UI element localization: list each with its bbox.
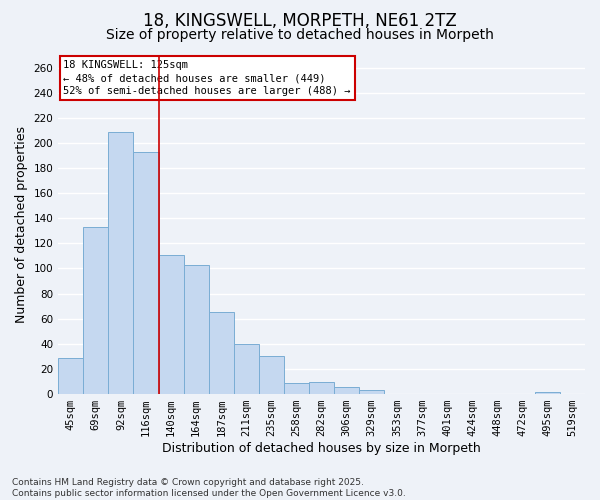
Bar [58, 358, 83, 394]
Bar [284, 383, 309, 394]
Text: Size of property relative to detached houses in Morpeth: Size of property relative to detached ho… [106, 28, 494, 42]
Bar [184, 264, 209, 394]
Bar [133, 152, 158, 394]
Text: 18 KINGSWELL: 125sqm
← 48% of detached houses are smaller (449)
52% of semi-deta: 18 KINGSWELL: 125sqm ← 48% of detached h… [64, 60, 351, 96]
Bar [83, 227, 109, 394]
Bar [109, 132, 133, 394]
Text: 18, KINGSWELL, MORPETH, NE61 2TZ: 18, KINGSWELL, MORPETH, NE61 2TZ [143, 12, 457, 30]
Bar [359, 390, 385, 394]
Bar [535, 392, 560, 394]
Bar [334, 386, 359, 394]
Bar [259, 356, 284, 394]
Bar [309, 382, 334, 394]
X-axis label: Distribution of detached houses by size in Morpeth: Distribution of detached houses by size … [162, 442, 481, 455]
Bar [234, 344, 259, 394]
Text: Contains HM Land Registry data © Crown copyright and database right 2025.
Contai: Contains HM Land Registry data © Crown c… [12, 478, 406, 498]
Bar [158, 254, 184, 394]
Bar [209, 312, 234, 394]
Y-axis label: Number of detached properties: Number of detached properties [15, 126, 28, 323]
